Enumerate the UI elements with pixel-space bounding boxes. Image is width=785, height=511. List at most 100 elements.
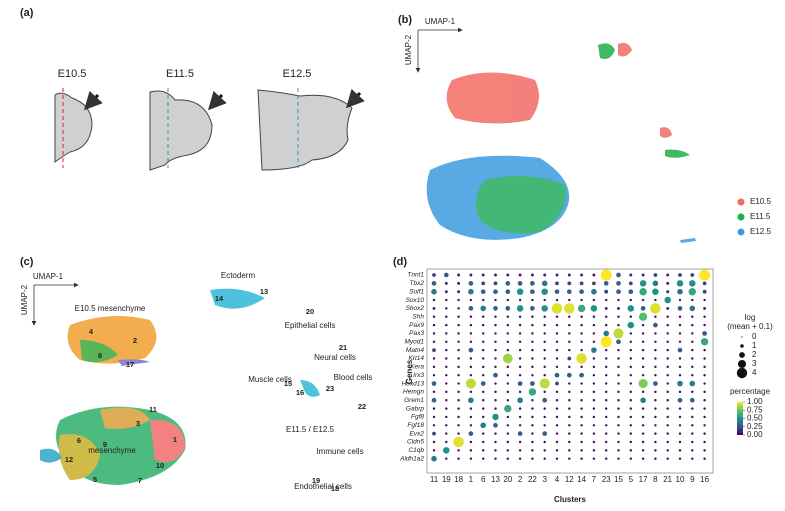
dot [481, 432, 485, 435]
dot [431, 381, 437, 386]
gene-label: Pax3 [409, 330, 424, 337]
dot [616, 281, 621, 286]
dot [678, 332, 682, 335]
limb-drawings [54, 88, 353, 171]
dot [468, 281, 474, 286]
colorbar-label: 0.50 [747, 414, 763, 423]
dot [493, 289, 498, 295]
dot [604, 457, 608, 460]
dot [531, 348, 534, 352]
dot [555, 281, 559, 286]
dot [555, 340, 559, 344]
dot [457, 290, 461, 294]
dot [469, 407, 473, 410]
dot [678, 390, 682, 394]
dot [617, 440, 620, 444]
dot [481, 449, 485, 452]
dot [703, 382, 706, 385]
dot [678, 432, 682, 435]
dot [568, 340, 571, 344]
umap-axes [31, 27, 463, 326]
dot [703, 449, 706, 452]
dot [653, 273, 658, 277]
dot [691, 432, 694, 435]
dot [517, 281, 523, 286]
cluster-label: 4 [89, 327, 94, 336]
cluster-label: 20 [306, 307, 314, 316]
annotation: Ectoderm [221, 271, 256, 280]
dot [666, 332, 669, 335]
dot [678, 373, 682, 377]
dot [445, 415, 448, 419]
dot [666, 273, 670, 277]
dot [591, 347, 597, 353]
dot [564, 303, 575, 314]
dot [617, 348, 620, 352]
x-tick-label: 2 [518, 475, 523, 484]
dot [580, 365, 583, 369]
dot [653, 322, 658, 328]
dot [494, 440, 497, 444]
dot [457, 323, 460, 327]
dot [691, 323, 694, 327]
dot [666, 281, 670, 285]
dot [494, 315, 497, 318]
dot [678, 415, 682, 419]
dot [469, 449, 473, 452]
dot [603, 281, 609, 286]
dot [654, 298, 657, 302]
dot [469, 340, 473, 344]
dot [641, 415, 645, 419]
cluster-label: 5 [93, 475, 97, 484]
dot [506, 315, 510, 318]
annotation: Neural cells [314, 353, 356, 362]
dot [468, 347, 474, 353]
dot [469, 457, 473, 460]
dot [494, 407, 497, 410]
dot [580, 390, 583, 394]
dot [543, 373, 546, 377]
dot [604, 357, 608, 360]
dot [432, 306, 436, 310]
dot [677, 306, 683, 311]
dot [691, 424, 694, 427]
dot [641, 348, 645, 352]
dot [629, 273, 633, 277]
dot [481, 281, 486, 286]
dot [518, 273, 522, 277]
x-tick-label: 1 [469, 475, 474, 484]
dot [654, 432, 657, 435]
dot [445, 340, 448, 344]
dot [579, 281, 584, 286]
gene-label: Irx3 [413, 372, 424, 379]
dot [542, 431, 548, 436]
dot [678, 357, 682, 360]
dot [506, 298, 510, 302]
dot [505, 289, 511, 295]
dot [518, 415, 522, 419]
dot [617, 365, 620, 369]
dot [568, 399, 571, 402]
dot [654, 357, 657, 360]
dot [481, 332, 485, 335]
dot [506, 432, 510, 435]
dot [691, 373, 694, 377]
dot [600, 336, 612, 348]
dot [518, 390, 522, 394]
dot [629, 424, 633, 427]
size-legend-label: 3 [752, 359, 757, 368]
size-legend-dot [737, 359, 747, 369]
dot [641, 340, 645, 344]
dot [617, 424, 620, 427]
dot [543, 357, 546, 360]
axis-label: UMAP-1 [425, 17, 456, 26]
size-legend-dot [740, 344, 744, 348]
dot [445, 365, 448, 369]
x-tick-label: 19 [442, 475, 451, 484]
dot [604, 289, 609, 294]
dot [666, 424, 669, 427]
x-tick-label: 16 [700, 475, 709, 484]
dot [453, 436, 464, 448]
dot [568, 390, 571, 394]
